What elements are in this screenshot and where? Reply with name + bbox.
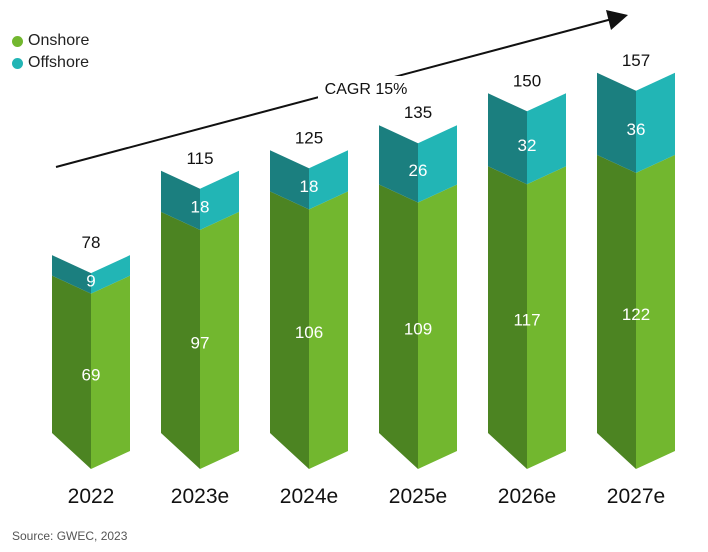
onshore-bar-right [636,154,675,469]
onshore-value-label: 117 [513,311,540,330]
total-value-label: 115 [186,149,213,168]
bars-group: 69 9 78 2022 97 18 115 2023e 106 18 125 2024e 109 26 1… [52,51,675,508]
legend-label-offshore: Offshore [28,54,90,71]
total-value-label: 78 [82,233,101,252]
offshore-value-label: 9 [86,271,95,290]
x-tick-label: 2026e [498,485,556,508]
onshore-bar-left [161,211,200,469]
legend-item-onshore: Onshore [12,30,89,52]
onshore-value-label: 69 [82,365,101,384]
offshore-value-label: 36 [627,120,646,139]
onshore-bar-left [488,166,527,470]
x-tick-label: 2025e [389,485,447,508]
offshore-dot-icon [12,57,23,69]
source-note: Source: GWEC, 2023 [12,529,128,543]
cagr-label-bg [318,76,414,100]
offshore-bar-left [488,93,527,185]
offshore-bar-right [200,170,239,230]
onshore-bar-right [91,275,130,469]
legend-item-offshore: Offshore [12,52,89,74]
total-value-label: 125 [295,128,323,147]
offshore-bar-left [270,150,309,210]
offshore-bar-right [91,255,130,294]
onshore-value-label: 109 [404,320,432,339]
offshore-bar-left [161,170,200,230]
onshore-bar-left [597,154,636,469]
x-tick-label: 2023e [171,485,229,508]
offshore-bar-right [418,125,457,203]
legend: Onshore Offshore [12,30,89,74]
x-tick-label: 2022 [68,485,115,508]
x-tick-label: 2024e [280,485,338,508]
offshore-bar-left [52,255,91,294]
onshore-bar-right [418,184,457,470]
cagr-arrow [55,10,628,168]
offshore-bar-left [597,72,636,173]
onshore-bar-right [527,166,566,470]
offshore-value-label: 18 [191,197,210,216]
total-value-label: 150 [513,71,541,90]
offshore-bar-right [527,93,566,185]
onshore-value-label: 97 [191,333,210,352]
offshore-bar-right [309,150,348,210]
offshore-bar-left [379,125,418,203]
offshore-value-label: 18 [300,177,319,196]
onshore-value-label: 106 [295,323,323,342]
offshore-bar-right [636,72,675,173]
total-value-label: 157 [622,51,650,70]
onshore-bar-left [379,184,418,470]
onshore-bar-right [200,211,239,469]
x-tick-label: 2027e [607,485,665,508]
onshore-dot-icon [12,35,23,47]
onshore-bar-right [309,191,348,469]
onshore-bar-left [270,191,309,469]
offshore-value-label: 32 [518,136,537,155]
total-value-label: 135 [404,103,432,122]
onshore-value-label: 122 [622,305,650,324]
cagr-label: CAGR 15% [325,81,408,98]
legend-label-onshore: Onshore [28,32,90,49]
arrow-head-icon [606,10,628,30]
offshore-value-label: 26 [409,161,428,180]
onshore-bar-left [52,275,91,469]
